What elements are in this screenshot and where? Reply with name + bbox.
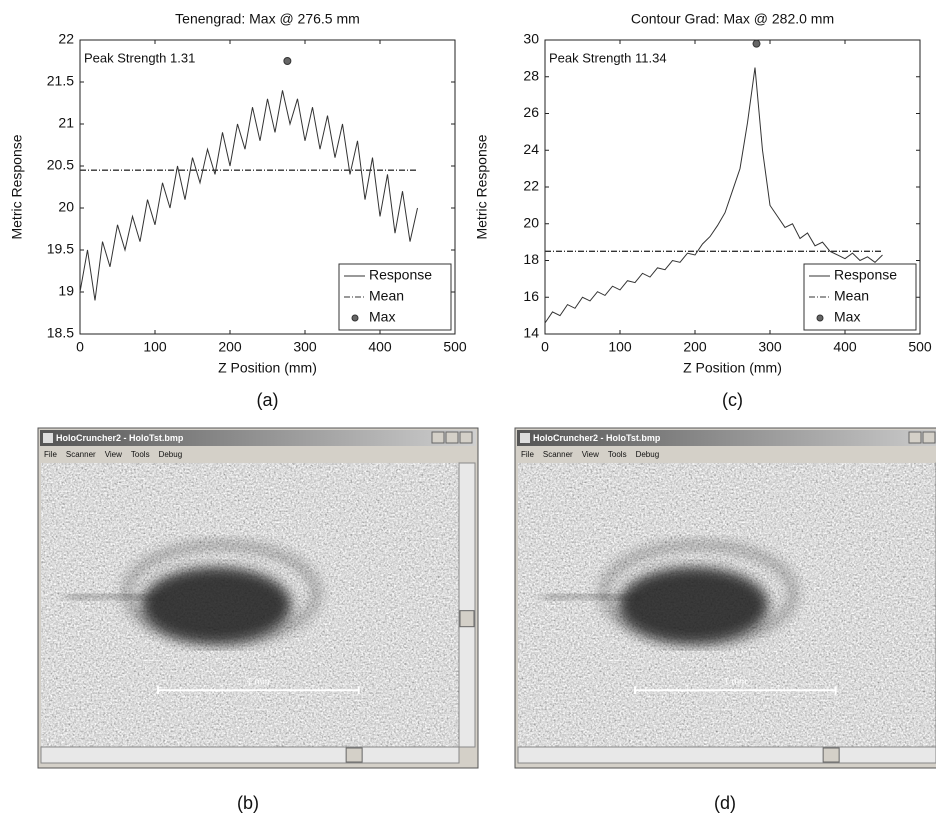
x-tick-label: 100 bbox=[608, 339, 632, 355]
legend-label: Max bbox=[834, 309, 860, 325]
x-tick-label: 0 bbox=[541, 339, 549, 355]
scale-label: 1 mm bbox=[247, 677, 270, 687]
x-tick-label: 500 bbox=[443, 339, 467, 355]
menu-item: File bbox=[521, 450, 534, 459]
legend-label: Response bbox=[369, 267, 432, 283]
scale-label: 1 mm bbox=[724, 677, 747, 687]
object bbox=[618, 567, 769, 643]
menu-item: View bbox=[582, 450, 599, 459]
legend-label: Max bbox=[369, 309, 395, 325]
app-icon bbox=[520, 433, 530, 443]
chart-title: Tenengrad: Max @ 276.5 mm bbox=[175, 11, 360, 27]
y-tick-label: 20 bbox=[523, 214, 539, 230]
menu-item: View bbox=[105, 450, 122, 459]
response-line bbox=[544, 67, 883, 324]
x-axis-label: Z Position (mm) bbox=[218, 360, 317, 376]
legend-swatch bbox=[351, 314, 359, 322]
v-scroll-thumb bbox=[459, 610, 475, 628]
legend-label: Response bbox=[834, 267, 897, 283]
y-tick-label: 16 bbox=[523, 288, 539, 304]
window-button bbox=[459, 431, 473, 444]
max-marker bbox=[752, 39, 761, 48]
x-tick-label: 100 bbox=[143, 339, 167, 355]
y-tick-label: 18 bbox=[523, 251, 539, 267]
title-bar bbox=[517, 430, 936, 446]
h-scrollbar bbox=[517, 746, 936, 764]
image bbox=[518, 463, 936, 747]
menu-item: Debug bbox=[159, 450, 183, 459]
title-bar bbox=[40, 430, 476, 446]
y-tick-label: 22 bbox=[523, 178, 539, 194]
app-window: HoloCruncher2 - HoloTst.bmp File Scanner Vi… bbox=[37, 427, 479, 769]
x-tick-label: 400 bbox=[833, 339, 857, 355]
y-tick-label: 19 bbox=[58, 283, 74, 299]
caption: (a) bbox=[257, 390, 279, 410]
x-tick-label: 500 bbox=[908, 339, 932, 355]
y-axis-label: Metric Response bbox=[474, 134, 490, 239]
y-tick-label: 24 bbox=[523, 141, 539, 157]
x-tick-label: 400 bbox=[368, 339, 392, 355]
y-tick-label: 22 bbox=[58, 31, 74, 47]
h-scrollbar bbox=[40, 746, 460, 764]
legend-label: Mean bbox=[369, 288, 404, 304]
object bbox=[141, 567, 292, 643]
y-tick-label: 20.5 bbox=[47, 157, 74, 173]
x-tick-label: 300 bbox=[758, 339, 782, 355]
app-icon bbox=[43, 433, 53, 443]
y-tick-label: 20 bbox=[58, 199, 74, 215]
h-scroll-thumb bbox=[345, 747, 363, 763]
x-tick-label: 300 bbox=[293, 339, 317, 355]
y-tick-label: 19.5 bbox=[47, 241, 74, 257]
max-marker bbox=[283, 57, 292, 65]
y-tick-label: 28 bbox=[523, 67, 539, 83]
y-tick-label: 21.5 bbox=[47, 73, 74, 89]
object-tail bbox=[66, 591, 158, 603]
plot-frame bbox=[79, 39, 456, 335]
window-button bbox=[922, 431, 936, 444]
response-line bbox=[79, 90, 418, 301]
caption: (b) bbox=[237, 793, 259, 813]
menu-item: Debug bbox=[636, 450, 660, 459]
menu-item: Scanner bbox=[543, 450, 573, 459]
x-tick-label: 0 bbox=[76, 339, 84, 355]
y-tick-label: 26 bbox=[523, 104, 539, 120]
window-title: HoloCruncher2 - HoloTst.bmp bbox=[533, 433, 661, 443]
annotation: Peak Strength 11.34 bbox=[549, 50, 667, 65]
window-button bbox=[908, 431, 922, 444]
image bbox=[41, 463, 459, 747]
object-tail bbox=[543, 591, 635, 603]
caption: (d) bbox=[714, 793, 736, 813]
annotation: Peak Strength 1.31 bbox=[84, 50, 195, 65]
menu-item: Tools bbox=[608, 450, 627, 459]
y-tick-label: 14 bbox=[523, 325, 539, 341]
v-scrollbar bbox=[458, 462, 476, 748]
chart-title: Contour Grad: Max @ 282.0 mm bbox=[631, 11, 834, 27]
window-button bbox=[431, 431, 445, 444]
legend-swatch bbox=[816, 314, 824, 322]
window-title: HoloCruncher2 - HoloTst.bmp bbox=[56, 433, 184, 443]
x-tick-label: 200 bbox=[218, 339, 242, 355]
legend-label: Mean bbox=[834, 288, 869, 304]
menu-item: Tools bbox=[131, 450, 150, 459]
menu-item: File bbox=[44, 450, 57, 459]
x-tick-label: 200 bbox=[683, 339, 707, 355]
y-tick-label: 18.5 bbox=[47, 325, 74, 341]
x-axis-label: Z Position (mm) bbox=[683, 360, 782, 376]
h-scroll-thumb bbox=[822, 747, 840, 763]
y-tick-label: 21 bbox=[58, 115, 74, 131]
caption: (c) bbox=[722, 390, 743, 410]
window-button bbox=[445, 431, 459, 444]
menu-item: Scanner bbox=[66, 450, 96, 459]
y-axis-label: Metric Response bbox=[9, 134, 25, 239]
app-window: HoloCruncher2 - HoloTst.bmp File Scanner Vi… bbox=[514, 427, 936, 769]
y-tick-label: 30 bbox=[523, 31, 539, 47]
